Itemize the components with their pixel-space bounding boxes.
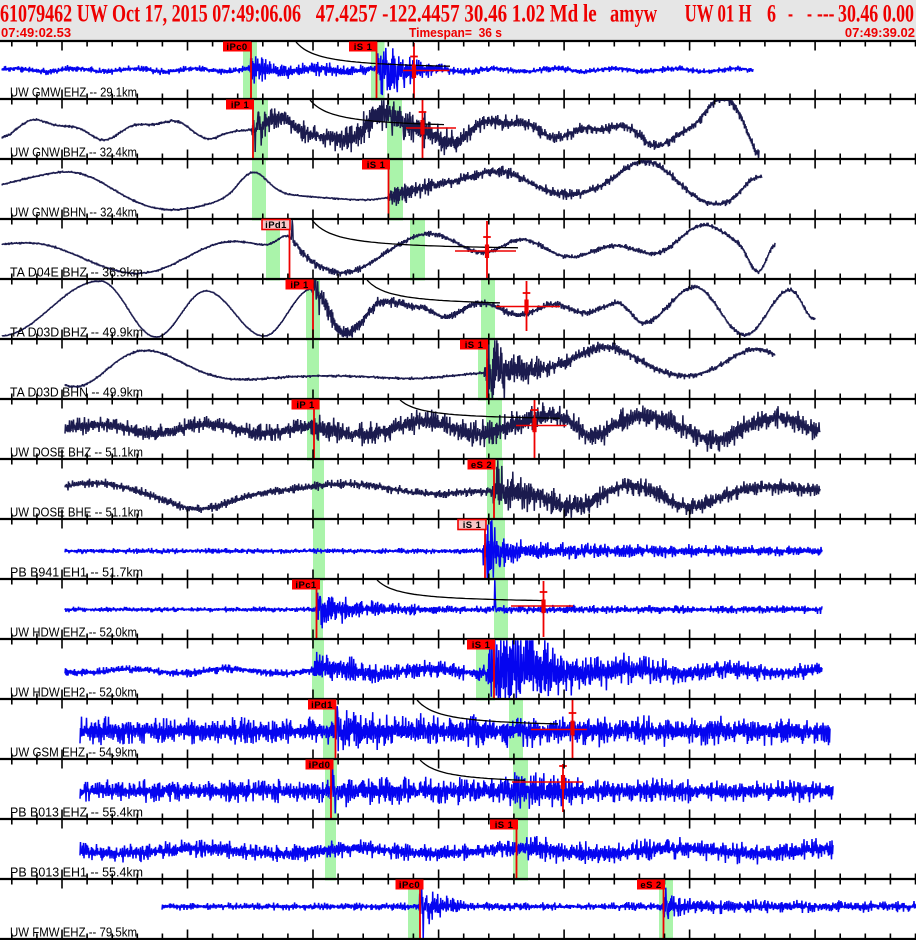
svg-text:iPd1: iPd1: [311, 700, 333, 711]
svg-text:iS 1: iS 1: [465, 340, 484, 351]
svg-text:amyw: amyw: [610, 0, 657, 27]
svg-text:iPd1: iPd1: [265, 220, 287, 231]
svg-text:iPc0: iPc0: [399, 880, 420, 891]
svg-text:UW GSM EHZ -- 54.9km: UW GSM EHZ -- 54.9km: [10, 745, 137, 760]
svg-text:UW GNW BHZ -- 32.4km: UW GNW BHZ -- 32.4km: [10, 145, 137, 160]
svg-text:TA D03D BHZ -- 49.9km: TA D03D BHZ -- 49.9km: [10, 325, 143, 340]
svg-text:iP 1: iP 1: [290, 280, 309, 291]
svg-text:-: -: [788, 0, 793, 27]
svg-text:iP 1: iP 1: [296, 400, 315, 411]
svg-text:Timespan= 36 s: Timespan= 36 s: [409, 25, 502, 40]
svg-text:TA D04E BHZ -- 36.9km: TA D04E BHZ -- 36.9km: [10, 265, 143, 280]
svg-text:iPd0: iPd0: [309, 760, 331, 771]
svg-text:iS 1: iS 1: [495, 820, 514, 831]
svg-text:TA D03D BHN -- 49.9km: TA D03D BHN -- 49.9km: [10, 385, 143, 400]
svg-text:UW HDW EH2 -- 52.0km: UW HDW EH2 -- 52.0km: [10, 685, 137, 700]
svg-text:iPc1: iPc1: [295, 580, 316, 591]
svg-text:07:49:02.53: 07:49:02.53: [1, 25, 71, 40]
svg-text:61079462 UW Oct 17, 2015 07:49: 61079462 UW Oct 17, 2015 07:49:06.06: [0, 0, 301, 27]
svg-text:UW HDW EHZ -- 52.0km: UW HDW EHZ -- 52.0km: [10, 625, 137, 640]
svg-text:eS 2: eS 2: [471, 460, 492, 471]
svg-text:-: -: [807, 0, 812, 27]
svg-text:UW DOSE BHZ -- 51.1km: UW DOSE BHZ -- 51.1km: [10, 445, 143, 460]
svg-text:PB B941 EH1 -- 51.7km: PB B941 EH1 -- 51.7km: [10, 565, 143, 580]
svg-text:UW GNW BHN -- 32.4km: UW GNW BHN -- 32.4km: [10, 205, 137, 220]
svg-text:iS 1: iS 1: [463, 520, 482, 531]
svg-text:6: 6: [767, 0, 776, 27]
svg-text:UW GMW EHZ -- 29.1km: UW GMW EHZ -- 29.1km: [10, 85, 137, 100]
svg-text:iP 1: iP 1: [231, 100, 250, 111]
svg-text:PB B013 EH1 -- 55.4km: PB B013 EH1 -- 55.4km: [10, 865, 143, 880]
svg-text:---: ---: [817, 0, 835, 27]
svg-text:UW FMW EHZ -- 79.5km: UW FMW EHZ -- 79.5km: [10, 925, 137, 940]
svg-text:iS 1: iS 1: [367, 160, 386, 171]
svg-text:eS 2: eS 2: [640, 880, 661, 891]
svg-text:iS 1: iS 1: [472, 640, 491, 651]
svg-text:30.46 0.00: 30.46 0.00: [838, 0, 914, 27]
svg-text:PB B013 EHZ -- 55.4km: PB B013 EHZ -- 55.4km: [10, 805, 143, 820]
svg-text:47.4257 -122.4457 30.46 1.02 M: 47.4257 -122.4457 30.46 1.02 Md le: [316, 0, 597, 27]
svg-text:UW DOSE BHE -- 51.1km: UW DOSE BHE -- 51.1km: [10, 505, 143, 520]
svg-text:07:49:39.02: 07:49:39.02: [845, 25, 915, 40]
svg-text:UW 01 H: UW 01 H: [685, 0, 752, 27]
svg-text:iS 1: iS 1: [354, 42, 373, 53]
svg-text:iPc0: iPc0: [226, 42, 247, 53]
